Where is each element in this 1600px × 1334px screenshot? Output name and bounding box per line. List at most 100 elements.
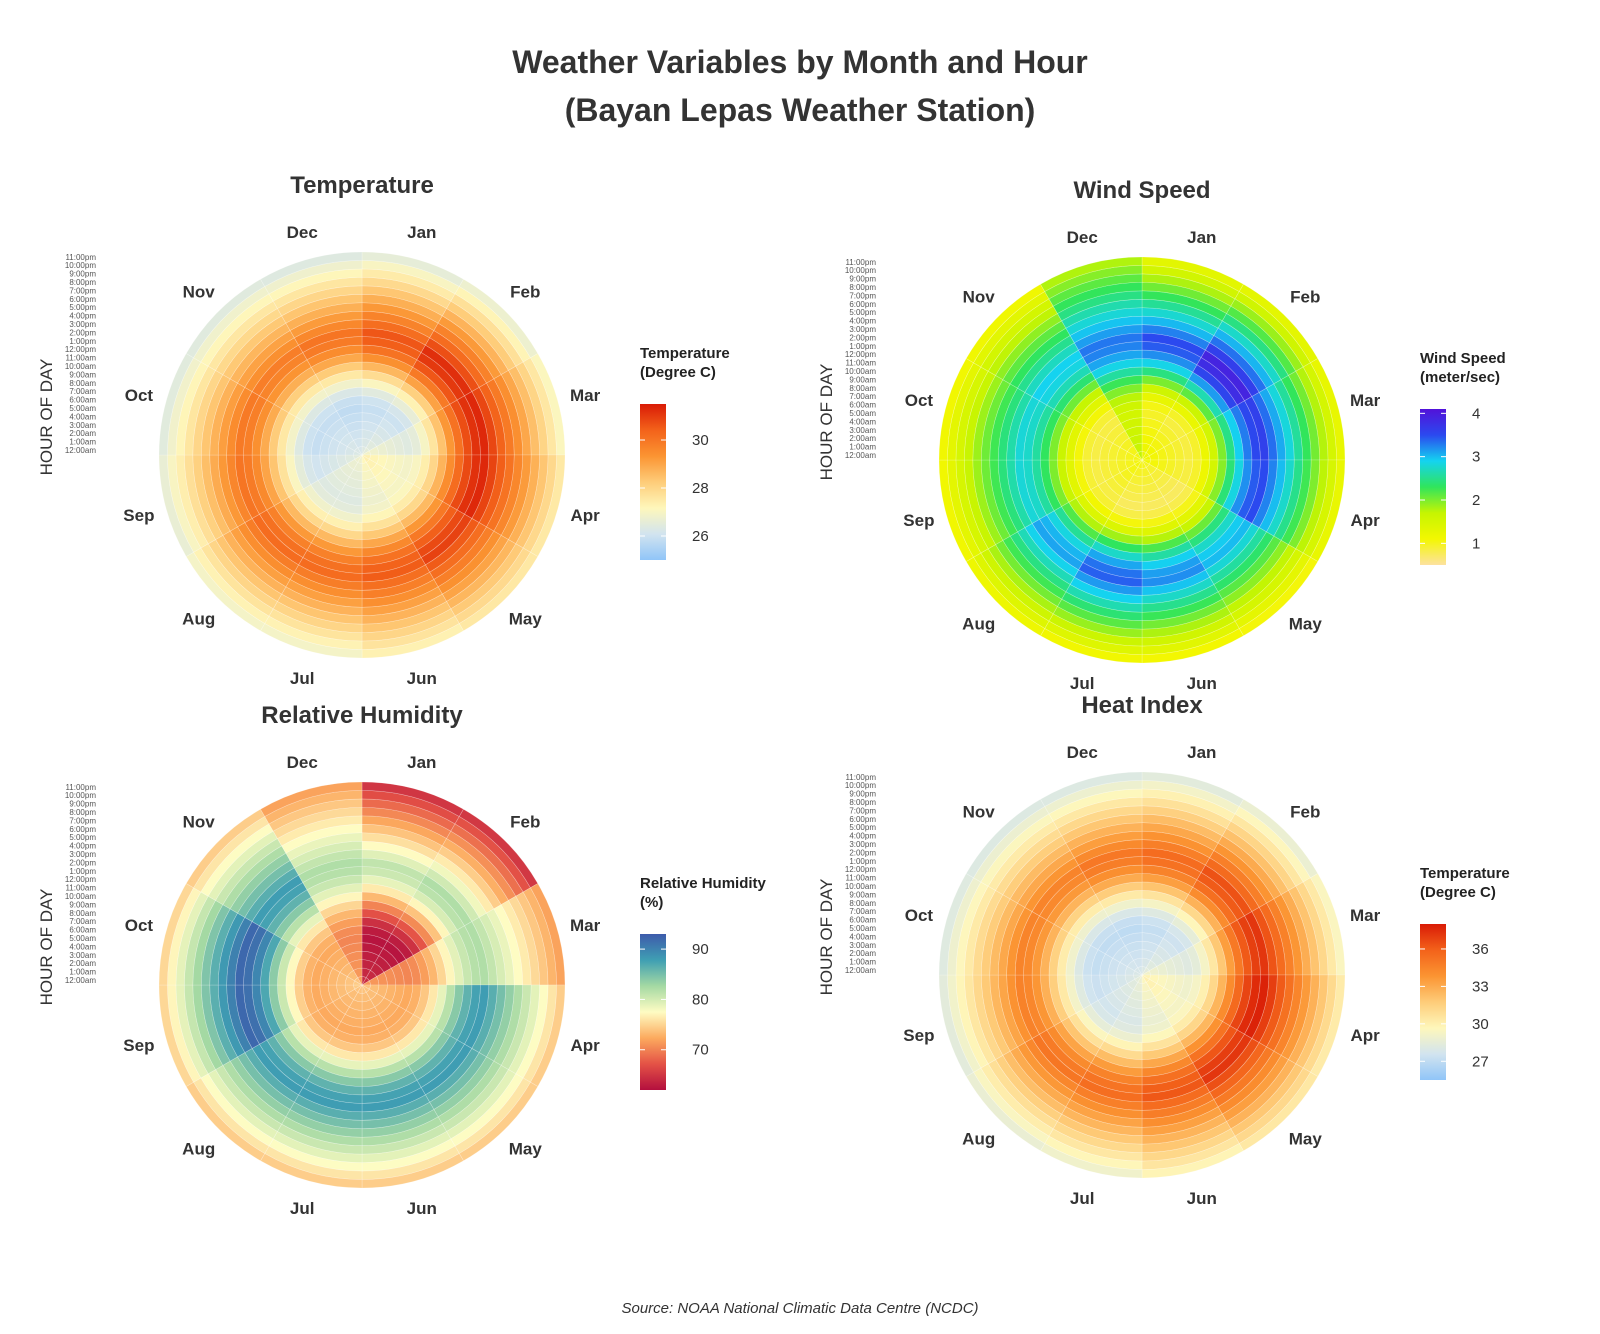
- wind-speed-legend-tick-label-1: 3: [1472, 449, 1480, 466]
- heat-index-cell-dec-17: [1065, 822, 1143, 851]
- temperature-hour-tick-22: 10:00pm: [65, 261, 96, 270]
- relative-humidity-hour-tick-0: 12:00am: [65, 976, 96, 985]
- temperature-cell-dec-19: [277, 285, 363, 317]
- temperature-cell-oct-14: [234, 391, 260, 456]
- wind-speed-cell-dec-6: [1111, 400, 1143, 417]
- temperature-hour-tick-7: 7:00am: [69, 387, 96, 396]
- temperature-legend-tick-label-2: 26: [692, 528, 709, 545]
- temperature-cell-dec-16: [289, 310, 363, 339]
- wind-speed-cell-dec-14: [1078, 332, 1143, 358]
- wind-speed-month-label-may: May: [1289, 614, 1323, 633]
- relative-humidity-month-label-dec: Dec: [287, 753, 318, 772]
- temperature-cell-dec-3: [344, 420, 363, 434]
- temperature-month-label-dec: Dec: [287, 223, 318, 242]
- relative-humidity-cell-oct-19: [192, 900, 224, 986]
- temperature-cell-aug-14: [251, 513, 304, 566]
- temperature-cell-dec-4: [340, 412, 363, 427]
- heat-index-hour-tick-9: 9:00am: [849, 890, 876, 899]
- relative-humidity-cell-oct-14: [234, 921, 260, 986]
- relative-humidity-cell-dec-3: [344, 950, 363, 964]
- temperature-hour-tick-23: 11:00pm: [65, 253, 96, 262]
- temperature-hour-tick-15: 3:00pm: [69, 320, 96, 329]
- temperature-hour-tick-13: 1:00pm: [69, 337, 96, 346]
- relative-humidity-cells: [158, 781, 566, 1189]
- heat-index-hour-tick-12: 12:00pm: [845, 865, 876, 874]
- temperature-cell-dec-15: [293, 319, 363, 346]
- main-title-line2: (Bayan Lepas Weather Station): [564, 92, 1036, 128]
- temperature-legend-title-line1: Temperature: [640, 345, 730, 362]
- wind-speed-month-label-jul: Jul: [1070, 674, 1095, 693]
- relative-humidity-hour-tick-5: 5:00am: [69, 934, 96, 943]
- temperature-polar-chart: Temperature Jan Feb Mar Apr May Jun Jul Aug Sep Oc…: [37, 172, 730, 688]
- wind-speed-hour-tick-11: 11:00am: [845, 359, 876, 368]
- relative-humidity-cell-dec-15: [293, 849, 363, 876]
- relative-humidity-cell-dec-6: [331, 925, 363, 942]
- temperature-hour-tick-17: 5:00pm: [69, 303, 96, 312]
- temperature-chart-panel: Temperature Jan Feb Mar Apr May Jun Jul Aug Sep Oc…: [0, 160, 800, 720]
- heat-index-y-axis-title: HOUR OF DAY: [817, 879, 836, 996]
- temperature-chart-title: Temperature: [290, 172, 434, 199]
- relative-humidity-cell-aug-14: [251, 1043, 304, 1096]
- heat-index-hour-tick-0: 12:00am: [845, 966, 876, 975]
- relative-humidity-month-label-apr: Apr: [570, 1036, 600, 1055]
- relative-humidity-cell-dec-10: [315, 891, 363, 913]
- temperature-hour-tick-10: 10:00am: [65, 362, 96, 371]
- relative-humidity-hour-tick-6: 6:00am: [69, 926, 96, 935]
- wind-speed-cell-dec-12: [1086, 349, 1143, 373]
- heat-index-month-label-aug: Aug: [962, 1129, 995, 1148]
- temperature-legend-colorbar: [640, 404, 666, 560]
- heat-index-cell-may-14: [1200, 1033, 1253, 1086]
- wind-speed-chart-panel: Wind Speed Jan Feb Mar Apr May Jun Jul Aug Sep Oct…: [780, 165, 1580, 725]
- heat-index-hour-tick-19: 7:00pm: [849, 806, 876, 815]
- wind-speed-cell-dec-3: [1124, 425, 1143, 439]
- temperature-cell-apr-10: [434, 454, 456, 502]
- temperature-legend-tick-label-1: 28: [692, 480, 709, 497]
- temperature-cell-oct-19: [192, 370, 224, 456]
- heat-index-hour-tick-8: 8:00am: [849, 899, 876, 908]
- relative-humidity-month-label-jan: Jan: [407, 753, 436, 772]
- heat-index-cell-dec-4: [1120, 932, 1143, 947]
- temperature-hour-tick-19: 7:00pm: [69, 286, 96, 295]
- temperature-month-label-mar: Mar: [570, 386, 601, 405]
- relative-humidity-hour-tick-22: 10:00pm: [65, 791, 96, 800]
- heat-index-cell-oct-14: [1014, 911, 1040, 976]
- wind-speed-polar-chart: Wind Speed Jan Feb Mar Apr May Jun Jul Aug Sep Oct…: [817, 177, 1506, 693]
- wind-speed-cells: [938, 256, 1346, 664]
- relative-humidity-cell-dec-23: [260, 781, 363, 817]
- wind-speed-hour-tick-14: 2:00pm: [849, 333, 876, 342]
- wind-speed-cell-apr-10: [1214, 459, 1236, 507]
- relative-humidity-month-label-may: May: [509, 1139, 543, 1158]
- temperature-hour-tick-18: 6:00pm: [69, 295, 96, 304]
- temperature-hour-tick-20: 8:00pm: [69, 278, 96, 287]
- heat-index-cell-dec-15: [1073, 839, 1143, 866]
- temperature-legend-title-line2: (Degree C): [640, 364, 716, 381]
- temperature-hour-tick-21: 9:00pm: [69, 270, 96, 279]
- relative-humidity-cell-dec-18: [281, 823, 363, 854]
- temperature-cell-dec-1: [353, 437, 363, 449]
- wind-speed-cell-dec-13: [1082, 341, 1143, 366]
- heat-index-cell-dec-3: [1124, 940, 1143, 954]
- temperature-legend-tick-label-0: 30: [692, 432, 709, 449]
- wind-speed-cell-oct-14: [1014, 396, 1040, 461]
- heat-index-cell-dec-14: [1078, 847, 1143, 873]
- heat-index-cell-dec-18: [1061, 813, 1143, 844]
- relative-humidity-cell-dec-11: [310, 883, 363, 905]
- relative-humidity-hour-tick-7: 7:00am: [69, 917, 96, 926]
- temperature-hour-tick-5: 5:00am: [69, 404, 96, 413]
- wind-speed-hour-tick-19: 7:00pm: [849, 291, 876, 300]
- temperature-hour-tick-9: 9:00am: [69, 370, 96, 379]
- wind-speed-legend-title-line1: Wind Speed: [1420, 350, 1506, 367]
- temperature-month-label-jul: Jul: [290, 669, 315, 688]
- wind-speed-hour-tick-6: 6:00am: [849, 401, 876, 410]
- heat-index-cell-dec-7: [1107, 907, 1143, 925]
- relative-humidity-cell-dec-2: [348, 959, 363, 971]
- heat-index-hour-tick-20: 8:00pm: [849, 798, 876, 807]
- relative-humidity-hour-tick-3: 3:00am: [69, 951, 96, 960]
- relative-humidity-cell-apr-10: [434, 984, 456, 1032]
- heat-index-cell-dec-6: [1111, 915, 1143, 932]
- relative-humidity-cell-jul-10: [315, 1057, 363, 1079]
- wind-speed-legend-tick-label-2: 2: [1472, 492, 1480, 509]
- relative-humidity-legend-title-line1: Relative Humidity: [640, 875, 767, 892]
- wind-speed-hour-tick-4: 4:00am: [849, 417, 876, 426]
- relative-humidity-cell-dec-4: [340, 942, 363, 957]
